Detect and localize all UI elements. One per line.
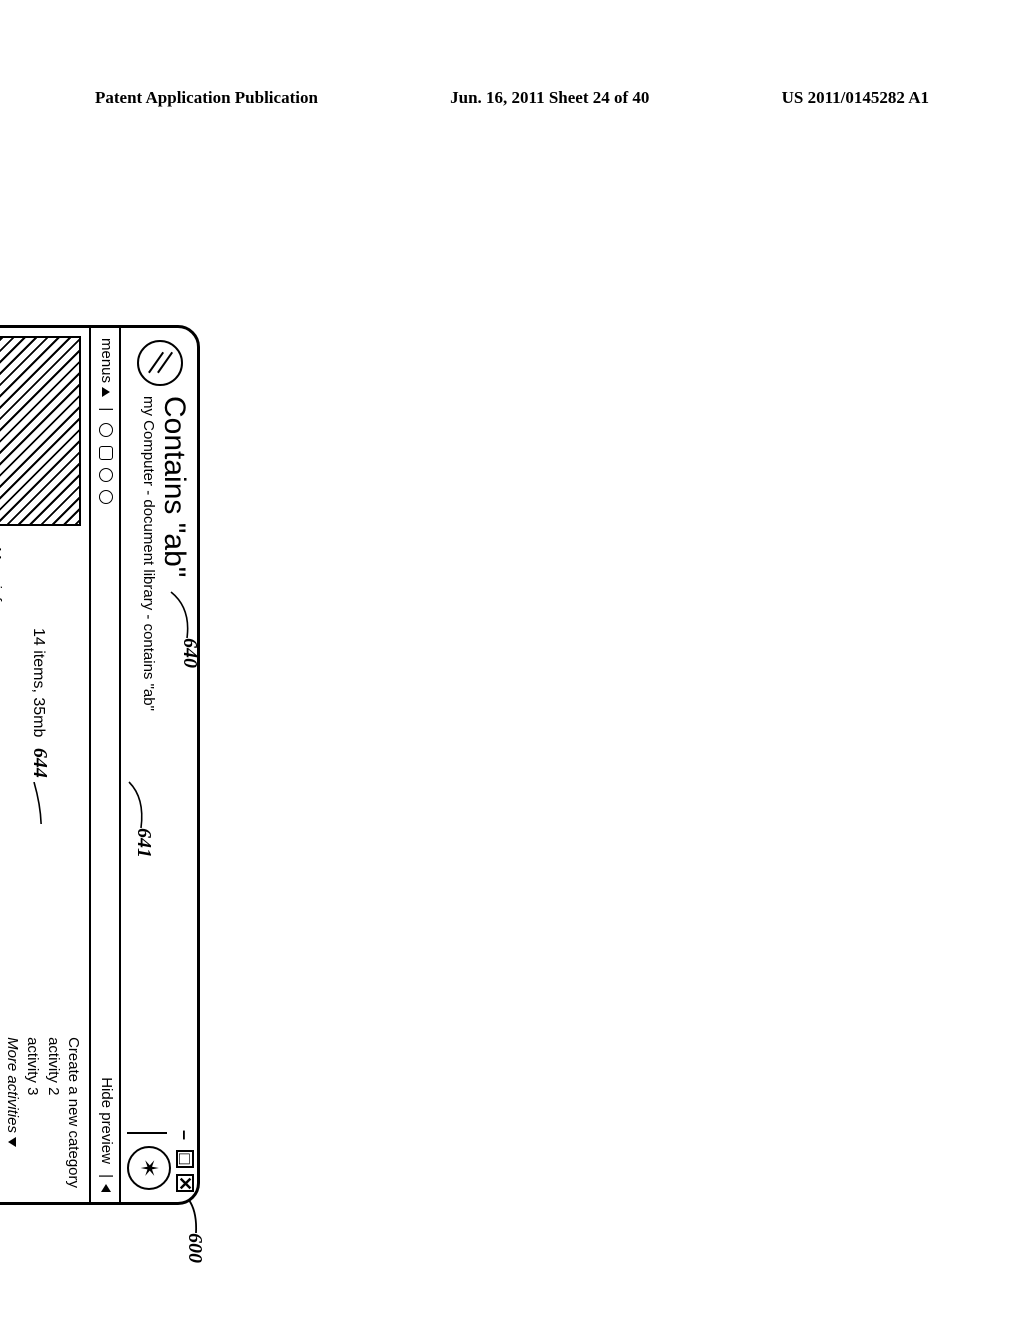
maximize-button[interactable]: □	[176, 1150, 194, 1168]
item-summary: 14 items, 35mb	[30, 628, 47, 737]
callout-644: 644	[29, 748, 51, 778]
toolbar-icon-2[interactable]	[99, 446, 113, 460]
create-category-link[interactable]: Create a new category	[63, 1037, 83, 1188]
window-subtitle: my Computer - document library - contain…	[140, 396, 157, 711]
user-avatar-icon[interactable]	[127, 1146, 171, 1190]
collapse-preview-icon[interactable]	[101, 1184, 111, 1192]
minimize-button[interactable]: –	[174, 1126, 192, 1144]
callout-641: 641	[132, 828, 155, 858]
toolbar-icon-3[interactable]	[99, 468, 113, 482]
window-controls: – □ ✕	[174, 1125, 195, 1192]
callout-600: 600	[183, 1233, 206, 1263]
titlebar: Contains "ab" my Computer - document lib…	[119, 328, 197, 1202]
hide-preview-link[interactable]: Hide preview	[98, 1077, 115, 1164]
activity-3-link[interactable]: activity 3	[22, 1037, 42, 1188]
header-center: Jun. 16, 2011 Sheet 24 of 40	[450, 88, 649, 108]
toolbar: menus | Hide preview |	[89, 328, 119, 1202]
toolbar-icon-1[interactable]	[99, 423, 113, 437]
app-window: Contains "ab" my Computer - document lib…	[0, 325, 200, 1205]
thumbnail-placeholder	[0, 336, 81, 526]
menus-dropdown[interactable]: menus	[98, 338, 115, 397]
activity-2-link[interactable]: activity 2	[43, 1037, 63, 1188]
leader-644	[28, 782, 48, 824]
more-activities-link[interactable]: More activities	[2, 1037, 22, 1188]
callout-640: 640	[178, 638, 201, 668]
header-right: US 2011/0145282 A1	[782, 88, 929, 108]
info-bar: 14 items, 35mb 644 More info... Create a…	[0, 328, 89, 1202]
titlebar-divider	[127, 1132, 167, 1134]
more-info-link[interactable]: More info...	[0, 546, 4, 621]
header-left: Patent Application Publication	[95, 88, 318, 108]
close-button[interactable]: ✕	[176, 1174, 194, 1192]
leader-641	[125, 780, 147, 830]
app-icon	[137, 340, 183, 386]
toolbar-icon-4[interactable]	[99, 490, 113, 504]
leader-640	[169, 590, 193, 640]
